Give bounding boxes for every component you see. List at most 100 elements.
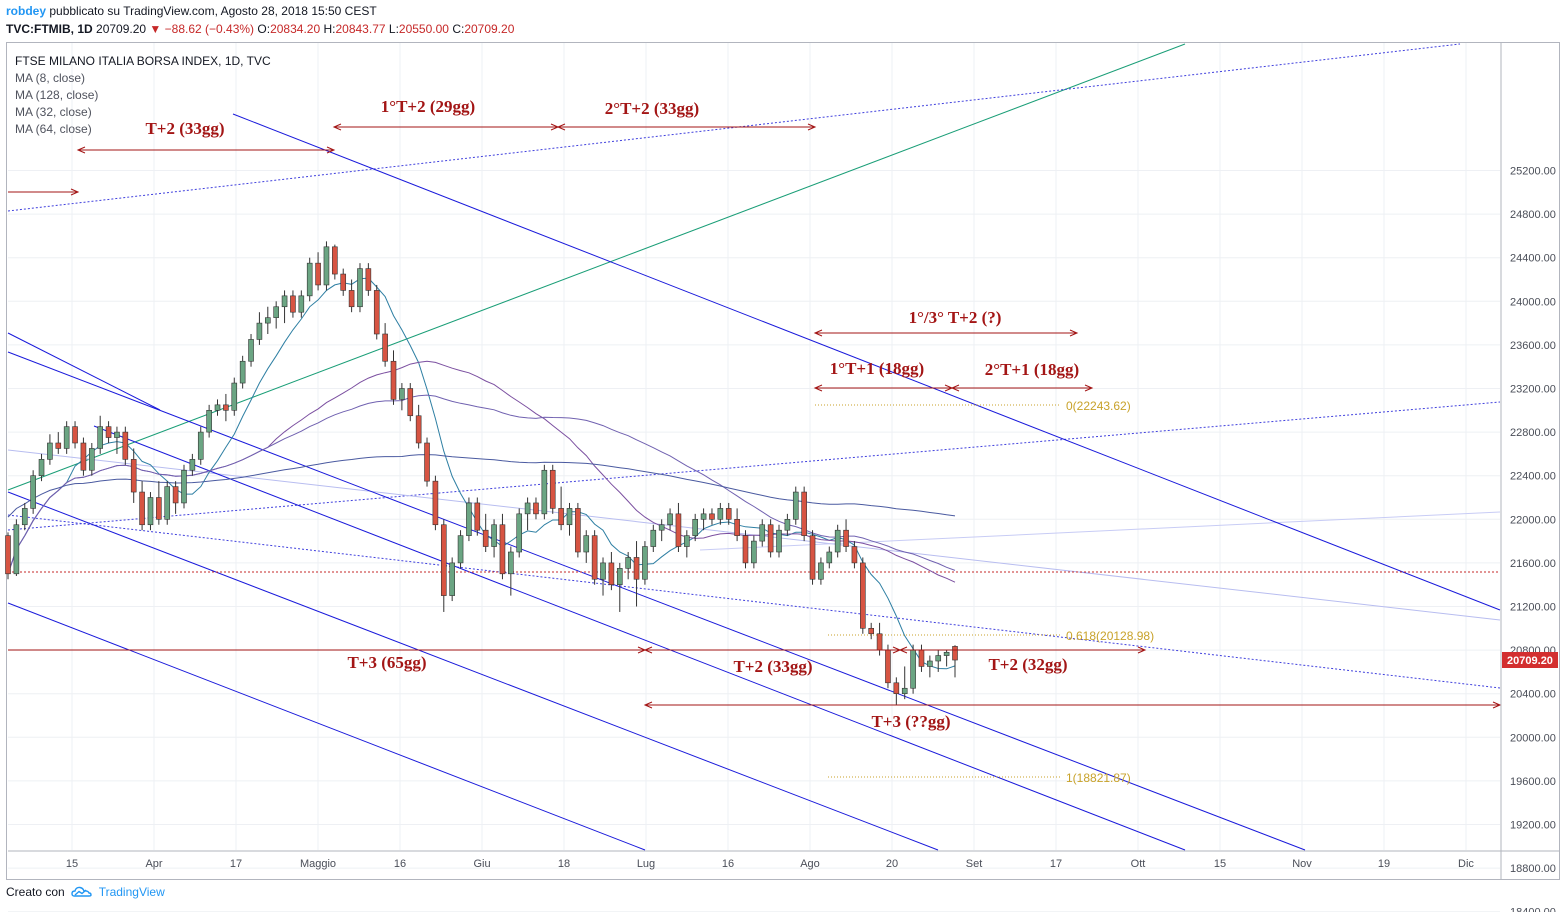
- annotation-label: T+2 (33gg): [733, 657, 812, 676]
- channel-line-5[interactable]: [7, 602, 646, 851]
- candle-body: [440, 524, 447, 596]
- legend-ma-128[interactable]: MA (128, close): [15, 88, 99, 102]
- annotation-label: T+2 (32gg): [988, 655, 1067, 674]
- candle-body: [566, 508, 573, 526]
- candle-body: [860, 562, 866, 629]
- candle-body: [306, 262, 313, 297]
- candle-body: [717, 508, 724, 520]
- dotted-upper-trend[interactable]: [7, 43, 1461, 212]
- candle-body: [759, 524, 766, 542]
- candle-body: [692, 518, 699, 536]
- candle-body: [13, 524, 20, 575]
- candle-body: [197, 431, 204, 460]
- candle-body: [390, 360, 397, 400]
- candle-body: [407, 388, 414, 417]
- arrow-head: [332, 123, 342, 131]
- high-label: H:: [323, 22, 336, 36]
- candle-body: [843, 529, 849, 547]
- candle-body: [751, 540, 757, 564]
- channel-line-6[interactable]: [7, 332, 161, 411]
- y-tick-label: 23200.00: [1510, 384, 1556, 396]
- candle-body: [248, 339, 254, 362]
- chart-frame[interactable]: [6, 42, 1560, 880]
- y-tick-label: 19200.00: [1510, 820, 1556, 832]
- candle-body: [591, 535, 598, 580]
- high-value: 20843.77: [335, 22, 386, 36]
- candle-body: [742, 535, 749, 564]
- candle-body: [189, 459, 196, 471]
- arrow-head: [556, 123, 566, 131]
- candle-body: [231, 382, 238, 411]
- channel-line-2[interactable]: [7, 351, 1306, 851]
- candle-body: [650, 529, 657, 547]
- candle-body: [122, 431, 129, 460]
- arrow-head: [813, 384, 823, 392]
- candle-body: [784, 518, 791, 531]
- channel-line-top[interactable]: [232, 113, 1501, 611]
- candle-body: [399, 388, 405, 400]
- y-tick-label: 19600.00: [1510, 776, 1556, 788]
- candle-body: [5, 535, 11, 575]
- fib-label: 1(18821.87): [1066, 771, 1131, 785]
- y-tick-label: 24400.00: [1510, 253, 1556, 265]
- candle-body: [139, 491, 145, 526]
- x-tick-label: Giu: [473, 858, 490, 870]
- candle-body: [80, 442, 87, 471]
- candle-body: [281, 295, 288, 308]
- candle-body: [164, 486, 171, 520]
- candle-body: [885, 649, 891, 684]
- arrow-head: [643, 701, 653, 709]
- drawing-lines[interactable]: [7, 43, 1501, 851]
- x-tick-label: 15: [1214, 858, 1226, 870]
- legend-ma-32[interactable]: MA (32, close): [15, 105, 92, 119]
- candle-body: [524, 502, 531, 515]
- candle-body: [633, 557, 640, 580]
- candle-body: [432, 480, 439, 526]
- annotation-label: T+2 (33gg): [145, 119, 224, 138]
- candle-body: [667, 513, 673, 526]
- candles: [5, 241, 958, 705]
- candle-body: [181, 469, 187, 504]
- candle-body: [457, 535, 464, 564]
- grid: [8, 43, 1500, 912]
- down-triangle-icon: ▼: [149, 22, 162, 36]
- candle-body: [725, 508, 732, 520]
- candle-body: [600, 562, 606, 580]
- channel-line-4[interactable]: [7, 491, 939, 851]
- candle-body: [927, 660, 933, 667]
- candle-body: [684, 535, 690, 547]
- author-link[interactable]: robdey: [6, 4, 47, 18]
- x-tick-label: 19: [1378, 858, 1390, 870]
- legend-ma-64[interactable]: MA (64, close): [15, 122, 92, 136]
- candle-body: [415, 415, 422, 444]
- x-tick-label: Ott: [1131, 858, 1146, 870]
- last-price: 20709.20: [96, 22, 147, 36]
- candle-body: [223, 404, 229, 411]
- dotted-middle-trend[interactable]: [7, 401, 1501, 531]
- candle-body: [206, 409, 212, 433]
- annotation-label: T+3 (??gg): [871, 712, 950, 731]
- candle-body: [147, 497, 154, 526]
- candle-body: [323, 246, 330, 286]
- y-tick-label: 22400.00: [1510, 471, 1556, 483]
- candle-body: [876, 633, 883, 651]
- arrow-head: [813, 329, 823, 337]
- candle-body: [893, 682, 900, 694]
- tradingview-brand-link[interactable]: TradingView: [98, 885, 165, 899]
- y-tick-label: 21200.00: [1510, 602, 1556, 614]
- trend-line-support[interactable]: [7, 43, 1186, 491]
- annotation-arrows[interactable]: [8, 123, 1502, 709]
- candle-body: [709, 513, 715, 520]
- arrow-head: [1492, 701, 1502, 709]
- y-tick-label: 21600.00: [1510, 558, 1556, 570]
- candle-body: [105, 426, 112, 438]
- candle-body: [491, 524, 497, 547]
- arrow-head: [950, 384, 960, 392]
- candle-body: [357, 268, 363, 308]
- candle-body: [558, 508, 564, 526]
- channel-line-3[interactable]: [93, 425, 1186, 851]
- publish-info: pubblicato su TradingView.com, Agosto 28…: [49, 4, 377, 18]
- footer: Creato con TradingView: [6, 885, 165, 899]
- legend-ma-8[interactable]: MA (8, close): [15, 71, 86, 85]
